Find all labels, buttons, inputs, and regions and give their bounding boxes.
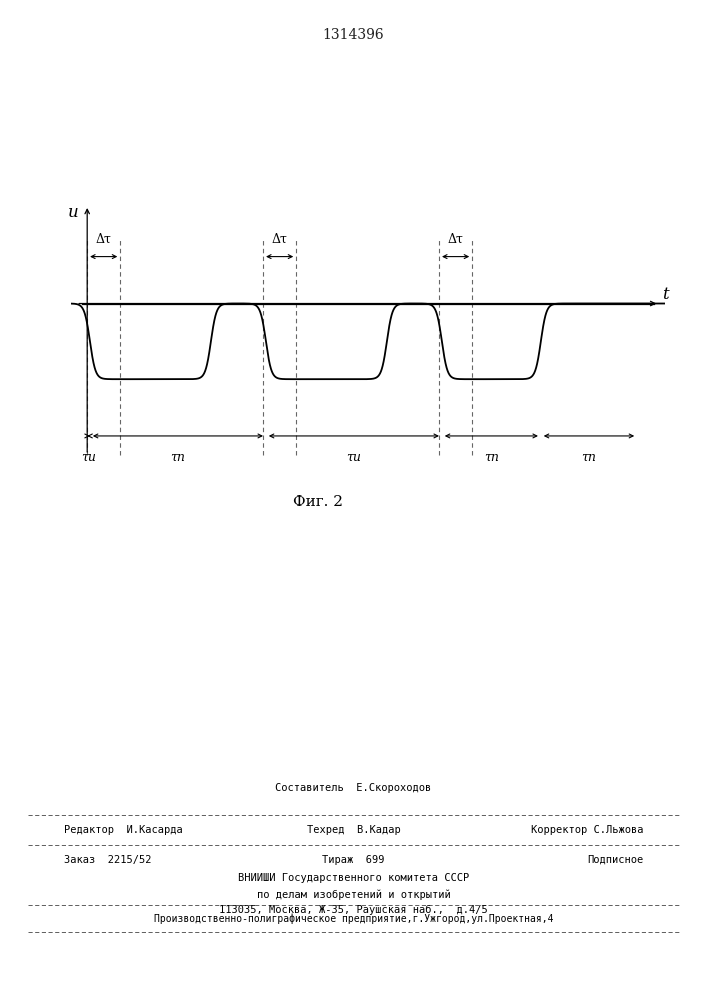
Text: ВНИИШИ Государственного комитета СССР: ВНИИШИ Государственного комитета СССР xyxy=(238,873,469,883)
Text: τп: τп xyxy=(484,451,499,464)
Text: Заказ  2215/52: Заказ 2215/52 xyxy=(64,855,151,865)
Text: Корректор С.Льжова: Корректор С.Льжова xyxy=(531,825,643,835)
Text: 113035, Москва, Ж-35, Раушская наб.,  д.4/5: 113035, Москва, Ж-35, Раушская наб., д.4… xyxy=(219,905,488,915)
Text: Δτ: Δτ xyxy=(95,232,112,245)
Text: τп: τп xyxy=(582,451,597,464)
Text: по делам изобретений и открытий: по делам изобретений и открытий xyxy=(257,889,450,900)
Text: τп: τп xyxy=(170,451,185,464)
Text: Δτ: Δτ xyxy=(448,232,464,245)
Text: Фиг. 2: Фиг. 2 xyxy=(293,495,343,509)
Text: Δτ: Δτ xyxy=(271,232,288,245)
Text: Составитель  Е.Скороходов: Составитель Е.Скороходов xyxy=(275,783,432,793)
Text: Тираж  699: Тираж 699 xyxy=(322,855,385,865)
Text: Подписное: Подписное xyxy=(587,855,643,865)
Text: 1314396: 1314396 xyxy=(322,28,385,42)
Text: u: u xyxy=(68,204,78,221)
Text: τи: τи xyxy=(81,451,96,464)
Text: τи: τи xyxy=(346,451,361,464)
Text: Производственно-полиграфическое предприятие,г.Ужгород,ул.Проектная,4: Производственно-полиграфическое предприя… xyxy=(153,913,554,924)
Text: Техред  В.Кадар: Техред В.Кадар xyxy=(307,825,400,835)
Text: t: t xyxy=(662,286,668,303)
Text: Редактор  И.Касарда: Редактор И.Касарда xyxy=(64,825,182,835)
